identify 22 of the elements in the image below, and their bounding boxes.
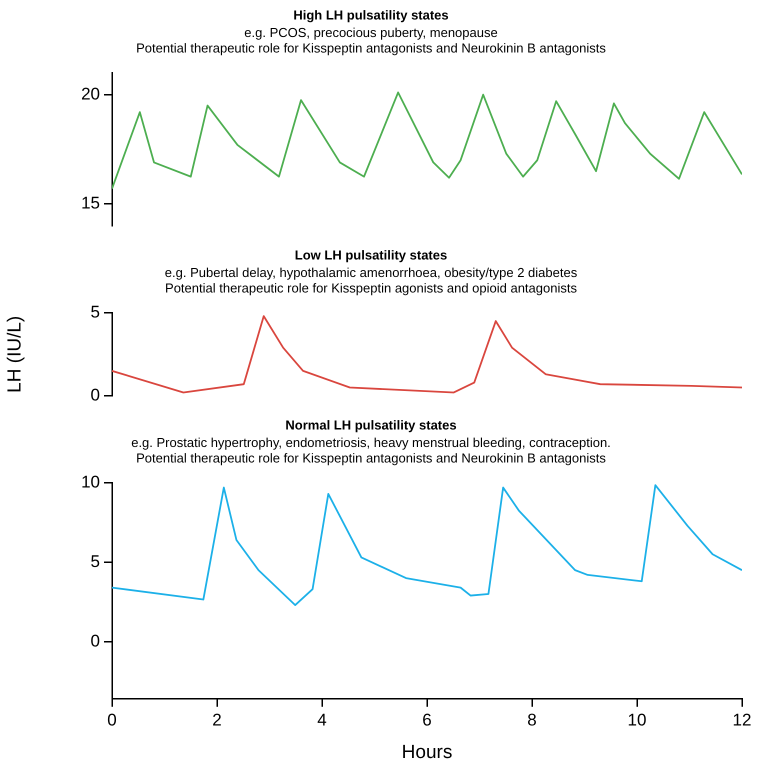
x-tick-label: 12 — [732, 710, 752, 730]
y-tick-label: 5 — [90, 302, 100, 322]
x-tick-label: 0 — [107, 710, 117, 730]
y-tick-label: 0 — [90, 385, 100, 404]
y-tick-label: 10 — [81, 472, 100, 492]
x-tick-label: 6 — [422, 710, 432, 730]
x-axis-title: Hours — [402, 742, 452, 763]
x-tick-label: 2 — [212, 710, 222, 730]
chart-title: High LH pulsatility states — [293, 7, 449, 22]
y-tick-label: 5 — [90, 552, 100, 571]
chart-subtitle: e.g. Pubertal delay, hypothalamic amenorrhoea, obesity/type 2 diabetes Potential therapeutic role for Kisspeptin agonists and opioid antagonists — [164, 264, 578, 296]
chart-title: Low LH pulsatility states — [294, 247, 448, 262]
y-tick-label: 0 — [90, 631, 100, 650]
y-tick-label: 15 — [81, 194, 100, 213]
chart-subtitle: e.g. PCOS, precocious puberty, menopause Potential therapeutic role for Kisspeptin antagonists and Neurokinin B antagonists — [136, 24, 606, 56]
chart-title: Normal LH pulsatility states — [285, 417, 457, 432]
y-axis-title: LH (IU/L) — [4, 316, 26, 393]
x-tick-label: 4 — [317, 710, 327, 730]
chart-subtitle: e.g. Prostatic hypertrophy, endometriosis, heavy menstrual bleeding, contraception. Potential therapeutic role for Kisspeptin antagonists and Neurokinin B antagonists — [131, 434, 611, 466]
x-tick-label: 10 — [628, 710, 646, 730]
y-tick-label: 20 — [81, 84, 100, 104]
x-tick-label: 8 — [527, 710, 537, 730]
